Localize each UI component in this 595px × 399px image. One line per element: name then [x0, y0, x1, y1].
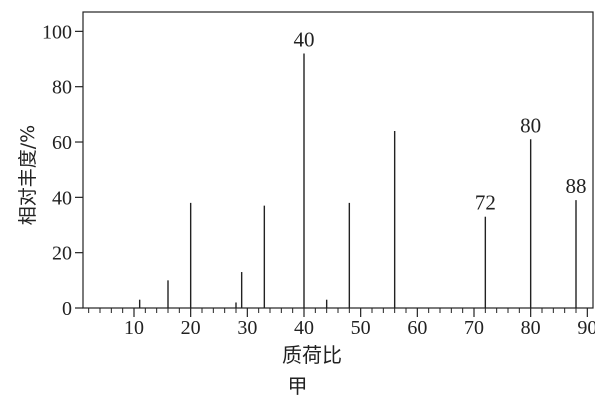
y-tick-label: 40 [52, 187, 72, 209]
y-tick-label: 60 [52, 132, 72, 154]
x-tick-label: 70 [464, 317, 484, 339]
plot-frame [82, 11, 594, 309]
y-tick-label: 100 [42, 21, 72, 43]
x-tick-label: 40 [294, 317, 314, 339]
x-axis-title: 质荷比 [282, 343, 342, 367]
peak-label: 88 [566, 174, 587, 198]
peak-label: 40 [294, 27, 315, 51]
peak-label: 80 [520, 113, 541, 137]
x-tick-label: 30 [237, 317, 257, 339]
bars-layer [138, 53, 577, 308]
x-tick-label: 50 [351, 317, 371, 339]
labels-layer: 40 72 80 88 [294, 27, 587, 214]
x-tick-label: 10 [124, 317, 144, 339]
y-tick-label: 80 [52, 77, 72, 99]
y-tick-label: 20 [52, 243, 72, 265]
y-axis-title: 相对丰度/% [17, 125, 39, 225]
x-tick-label: 20 [181, 317, 201, 339]
peak-label: 72 [475, 191, 496, 215]
y-tick-label: 0 [62, 298, 72, 320]
x-tick-label: 90 [577, 317, 595, 339]
x-tick-label: 60 [407, 317, 427, 339]
axes-layer: 10 20 30 40 50 60 70 80 90 0 20 40 60 80 100 [42, 11, 595, 339]
x-tick-label: 80 [521, 317, 541, 339]
figure-caption: 甲 [287, 374, 308, 398]
